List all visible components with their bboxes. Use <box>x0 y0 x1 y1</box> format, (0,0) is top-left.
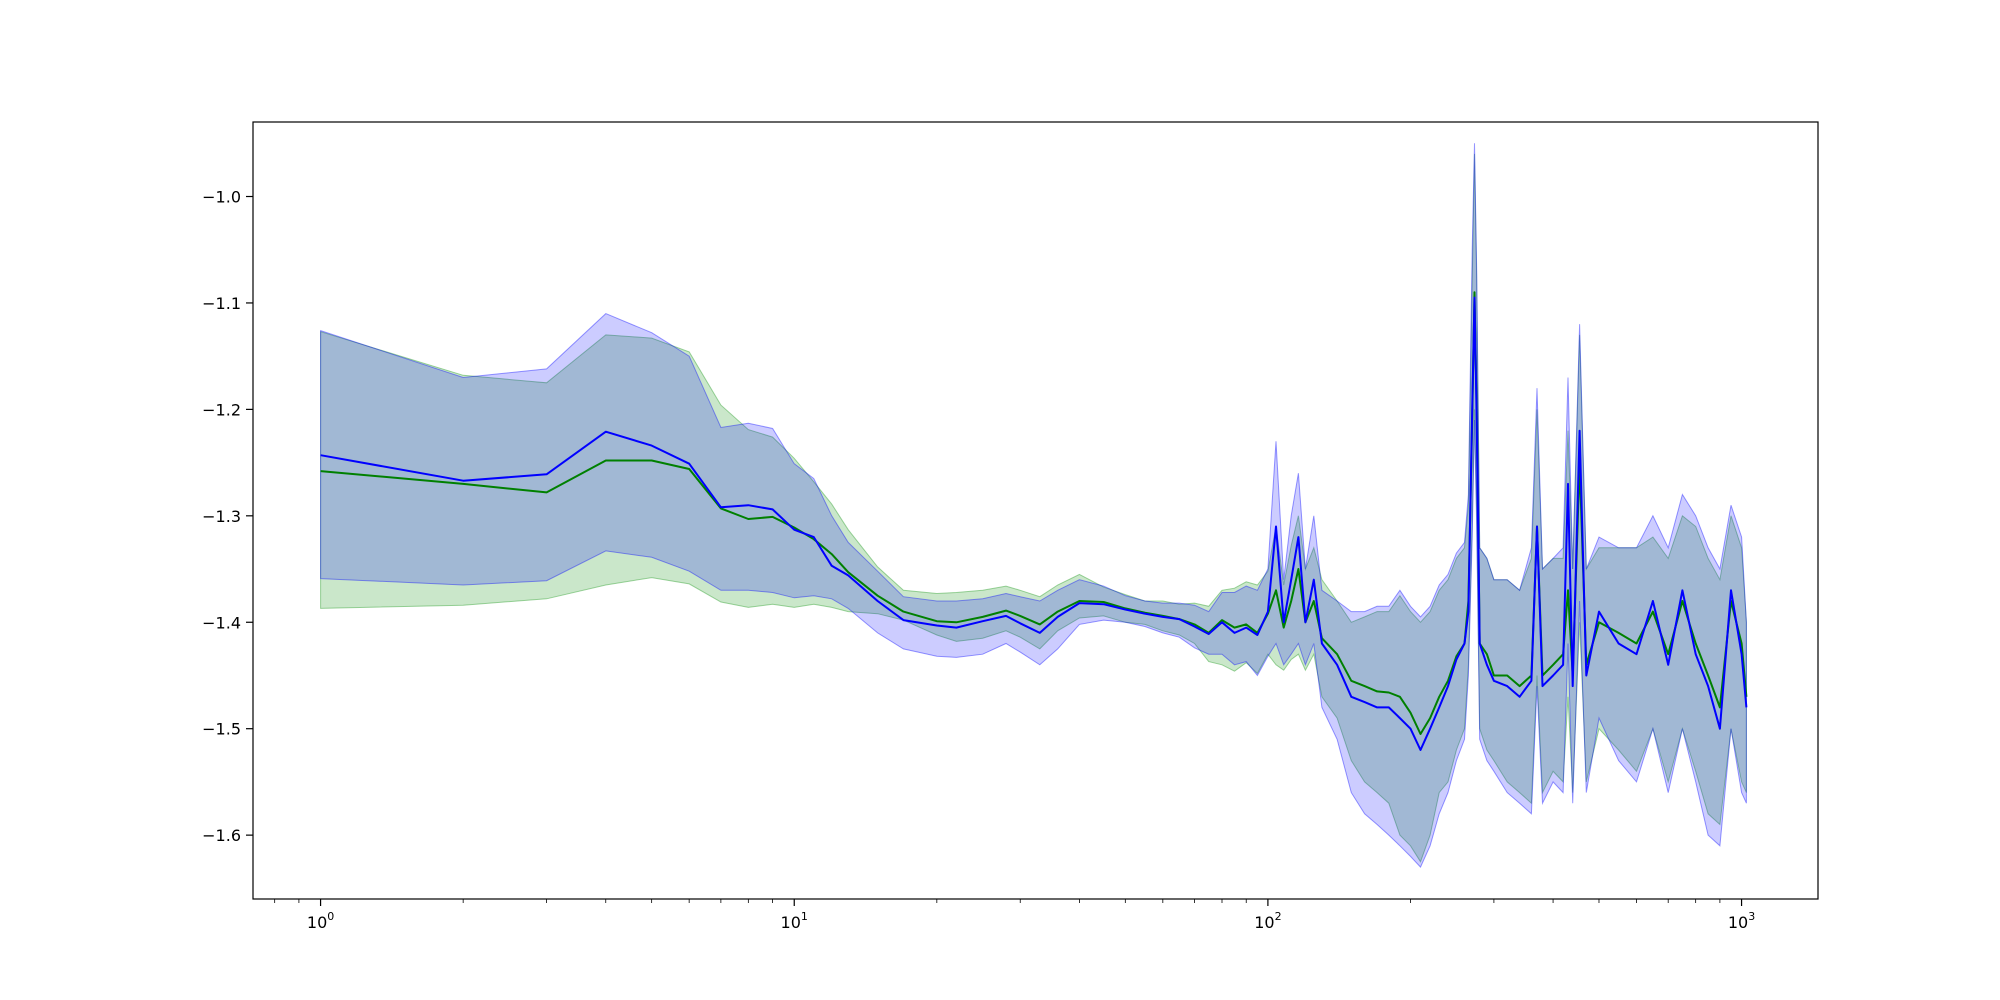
axes-frame <box>252 121 1819 900</box>
y-tick-label: −1.0 <box>202 188 241 207</box>
confidence-band-0 <box>320 153 1747 863</box>
y-tick-label: −1.6 <box>202 826 241 845</box>
confidence-band-1 <box>320 143 1747 868</box>
y-tick-label: −1.5 <box>202 720 241 739</box>
y-tick-label: −1.4 <box>202 613 241 632</box>
y-tick-label: −1.1 <box>202 294 241 313</box>
series-line-1 <box>320 296 1748 751</box>
y-tick-label: −1.3 <box>202 507 241 526</box>
plot-area <box>320 143 1748 868</box>
y-tick-label: −1.2 <box>202 400 241 419</box>
y-axis: −1.0 −1.1 −1.2 −1.3 −1.4 −1.5 −1.6 <box>202 188 253 845</box>
